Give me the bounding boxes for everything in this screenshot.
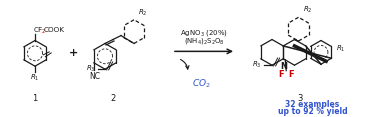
- Text: $R_2$: $R_2$: [304, 5, 313, 15]
- Text: (NH$_4$)$_2$S$_2$O$_8$: (NH$_4$)$_2$S$_2$O$_8$: [184, 36, 225, 46]
- Text: 2: 2: [110, 94, 116, 103]
- Text: up to 92 % yield: up to 92 % yield: [278, 107, 347, 116]
- Text: 3: 3: [297, 94, 302, 103]
- Text: +: +: [68, 48, 77, 58]
- Text: $R_2$: $R_2$: [138, 8, 147, 18]
- Text: $R_1$: $R_1$: [336, 43, 345, 53]
- Text: F: F: [279, 70, 284, 79]
- Text: 2: 2: [42, 29, 45, 34]
- Text: N: N: [281, 62, 288, 71]
- Text: 32 examples: 32 examples: [285, 100, 339, 109]
- Text: $R_3$: $R_3$: [253, 60, 262, 70]
- Text: CF: CF: [34, 27, 43, 33]
- Text: 1: 1: [33, 94, 38, 103]
- Text: NC: NC: [89, 72, 100, 81]
- Text: AgNO$_3$ (20%): AgNO$_3$ (20%): [180, 27, 228, 38]
- Text: $R_1$: $R_1$: [30, 73, 40, 83]
- Text: CO$_2$: CO$_2$: [192, 77, 211, 90]
- Text: $R_3$: $R_3$: [87, 64, 96, 74]
- Text: F: F: [288, 70, 294, 79]
- Text: COOK: COOK: [44, 27, 65, 33]
